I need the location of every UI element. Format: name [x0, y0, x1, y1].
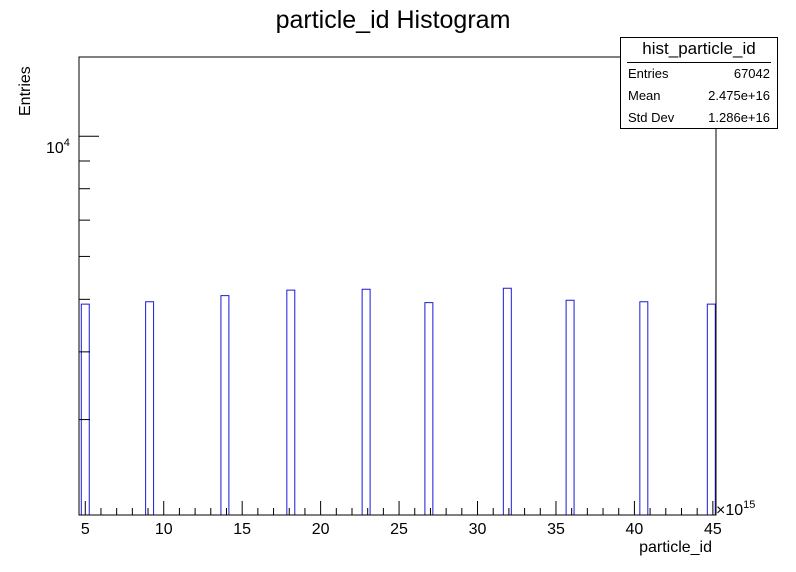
- stats-row-std: Std Dev 1.286e+16: [621, 107, 777, 129]
- x-tick-label: 45: [704, 521, 722, 538]
- x-tick-label: 5: [81, 521, 90, 538]
- y-major-label: 104: [46, 137, 70, 157]
- stats-std-value: 1.286e+16: [708, 110, 770, 125]
- stats-entries-label: Entries: [628, 66, 669, 81]
- histogram-bin-5: [361, 288, 371, 515]
- stats-title: hist_particle_id: [627, 38, 771, 63]
- histogram-bin-1: [80, 303, 90, 515]
- x-tick-label: 30: [469, 521, 487, 538]
- x-tick-label: 35: [547, 521, 565, 538]
- histogram-bin-2: [145, 301, 155, 515]
- histogram-bin-6: [424, 302, 434, 515]
- histogram-bin-10: [706, 303, 716, 515]
- plot-frame: [78, 56, 717, 516]
- x-tick-label: 15: [233, 521, 251, 538]
- x-axis-ticks: 5 10 15 20 25 30 35 40 45: [81, 501, 722, 538]
- histogram-bars: [80, 287, 716, 515]
- stats-box: hist_particle_id Entries 67042 Mean 2.47…: [620, 37, 778, 129]
- histogram-bin-8: [565, 299, 575, 515]
- x-multiplier-exp: 15: [743, 499, 755, 511]
- chart-title: particle_id Histogram: [276, 6, 511, 34]
- y-major-label-base: 10: [46, 140, 64, 157]
- histogram-bin-9: [639, 301, 649, 515]
- x-tick-label: 25: [390, 521, 408, 538]
- stats-std-label: Std Dev: [628, 110, 675, 125]
- y-major-label-exp: 4: [64, 137, 70, 149]
- stats-mean-label: Mean: [628, 88, 661, 103]
- x-tick-label: 10: [155, 521, 173, 538]
- x-axis-label: particle_id: [639, 539, 712, 556]
- stats-mean-value: 2.475e+16: [708, 88, 770, 103]
- y-axis-label: Entries: [17, 66, 34, 116]
- x-tick-label: 20: [312, 521, 330, 538]
- x-multiplier: ×1015: [716, 499, 755, 519]
- stats-row-mean: Mean 2.475e+16: [621, 85, 777, 107]
- stats-row-entries: Entries 67042: [621, 63, 777, 85]
- x-multiplier-base: ×10: [716, 502, 743, 519]
- histogram-bin-4: [286, 289, 296, 515]
- histogram-bin-3: [220, 295, 230, 515]
- stats-entries-value: 67042: [733, 66, 770, 81]
- histogram-bin-7: [502, 287, 512, 515]
- x-tick-label: 40: [626, 521, 644, 538]
